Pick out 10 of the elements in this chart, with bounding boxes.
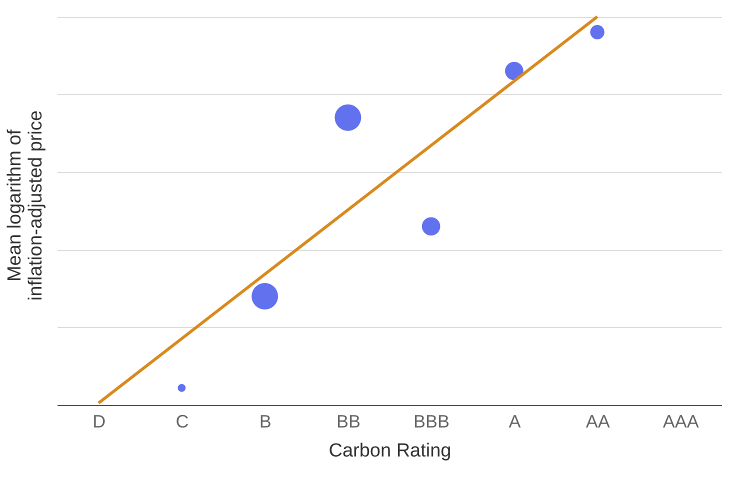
y-axis-title: Mean logarithm of inflation-adjusted price: [4, 110, 46, 301]
x-tick-label: A: [508, 412, 521, 432]
x-tick-label: D: [92, 412, 106, 432]
x-tick-label: BB: [336, 412, 360, 432]
x-tick-label: C: [176, 412, 189, 432]
x-tick-label: AAA: [662, 412, 699, 432]
x-tick-label: AA: [586, 412, 610, 432]
x-tick-label: BBB: [414, 412, 450, 432]
x-axis-title: Carbon Rating: [328, 440, 452, 462]
x-tick-label: B: [259, 412, 272, 432]
